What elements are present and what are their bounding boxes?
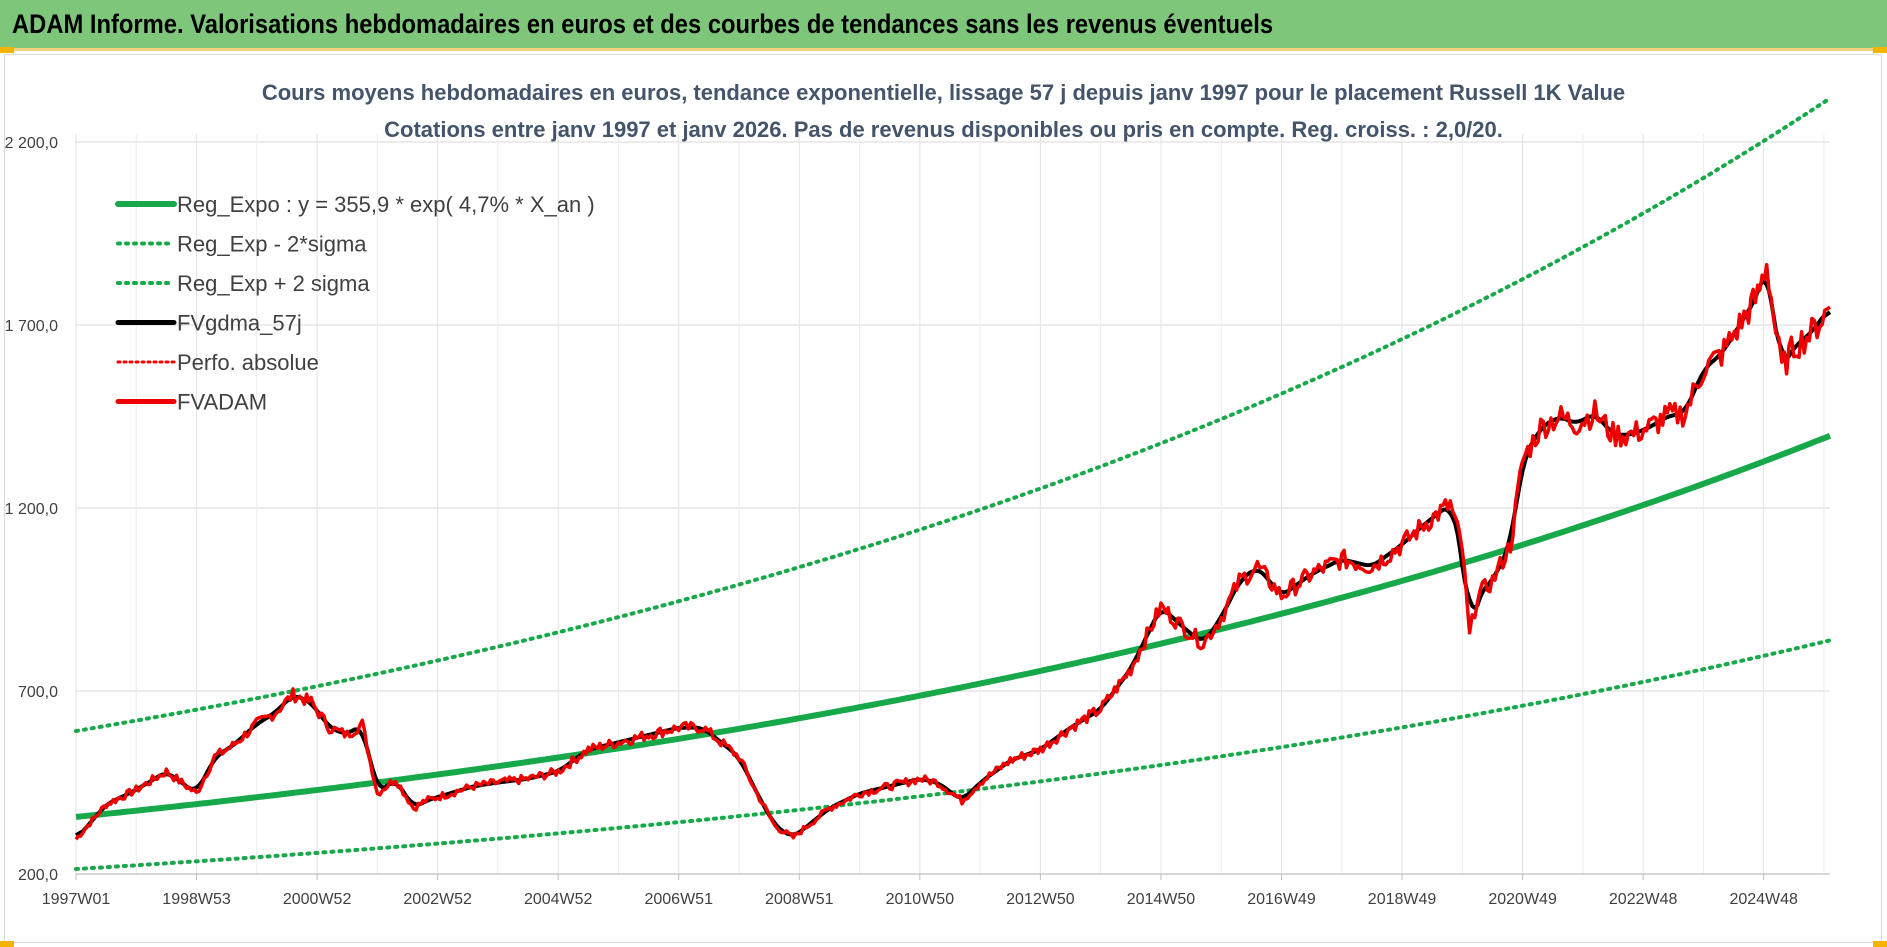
legend-label: Reg_Expo : y = 355,9 * exp( 4,7% * X_an … xyxy=(177,192,595,217)
x-tick-label: 2014W50 xyxy=(1127,891,1196,908)
x-tick-label: 2022W48 xyxy=(1609,891,1678,908)
x-tick-label: 2018W49 xyxy=(1368,891,1437,908)
y-tick-label: 2 200,0 xyxy=(5,135,58,152)
x-tick-label: 2004W52 xyxy=(524,891,593,908)
lower-sigma-line xyxy=(74,638,1832,871)
x-tick-label: 2010W50 xyxy=(886,891,955,908)
corner-mark-bottom-right xyxy=(1873,941,1887,947)
chart-title-line-1: Cours moyens hebdomadaires en euros, ten… xyxy=(261,80,1626,105)
x-tick-label: 1998W53 xyxy=(162,891,231,908)
series-layer xyxy=(74,96,1832,871)
legend-label: Reg_Exp + 2 sigma xyxy=(177,271,370,296)
x-tick-label: 2008W51 xyxy=(765,891,834,908)
x-tick-label: 2016W49 xyxy=(1247,891,1316,908)
axis-labels: 200,0 700,0 1 200,0 1 700,0 2 200,0 1997W01 19… xyxy=(5,135,1798,908)
y-tick-label: 200,0 xyxy=(18,867,58,884)
corner-mark-bottom-left xyxy=(0,941,14,947)
legend-label: Perfo. absolue xyxy=(177,350,319,375)
regression-line xyxy=(75,433,1832,820)
x-tick-label: 1997W01 xyxy=(42,891,111,908)
upper-sigma-line xyxy=(74,96,1832,733)
corner-mark-top-right xyxy=(1873,47,1887,53)
legend: Reg_Expo : y = 355,9 * exp( 4,7% * X_an … xyxy=(115,192,595,415)
chart-title-line-2: Cotations entre janv 1997 et janv 2026. … xyxy=(384,117,1503,142)
x-tick-label: 2020W49 xyxy=(1488,891,1557,908)
legend-label: FVADAM xyxy=(177,390,267,415)
x-tick-label: 2024W48 xyxy=(1729,891,1798,908)
fvadam-line xyxy=(74,262,1831,841)
corner-mark-top-left xyxy=(0,47,14,53)
x-tick-label: 2006W51 xyxy=(644,891,713,908)
report-title: ADAM Informe. Valorisations hebdomadaire… xyxy=(12,9,1274,39)
fvgdma-line xyxy=(75,280,1832,837)
x-tick-label: 2002W52 xyxy=(403,891,472,908)
legend-label: FVgdma_57j xyxy=(177,311,302,336)
x-tick-label: 2000W52 xyxy=(283,891,352,908)
y-tick-label: 700,0 xyxy=(18,684,58,701)
x-tick-label: 2012W50 xyxy=(1006,891,1075,908)
report-banner: ADAM Informe. Valorisations hebdomadaire… xyxy=(0,0,1887,51)
legend-label: Reg_Exp - 2*sigma xyxy=(177,232,367,257)
y-tick-label: 1 700,0 xyxy=(5,318,58,335)
y-tick-label: 1 200,0 xyxy=(5,501,58,518)
